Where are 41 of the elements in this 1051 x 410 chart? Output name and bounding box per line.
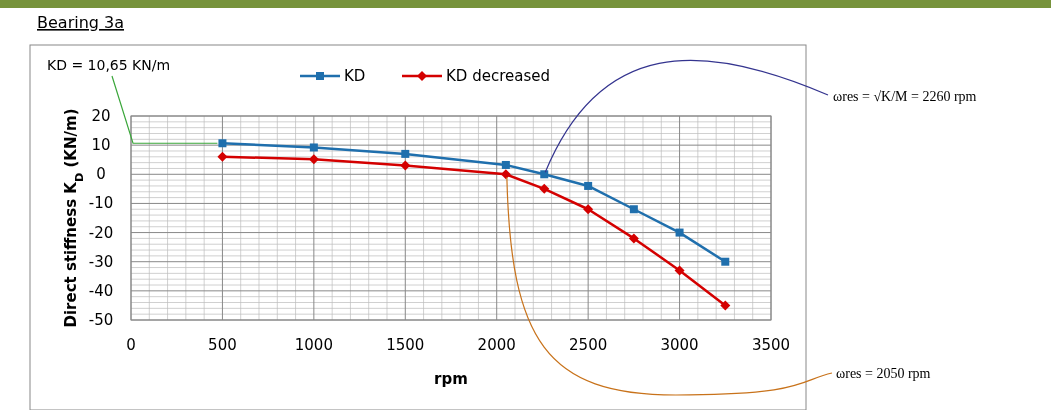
point — [309, 143, 318, 152]
point — [628, 233, 639, 244]
point — [721, 257, 730, 266]
x-tick-label: 3000 — [660, 336, 699, 354]
x-tick-label: 500 — [208, 336, 237, 354]
point — [540, 170, 549, 179]
annotation: ωres = 2050 rpm — [836, 366, 931, 381]
point — [500, 169, 511, 180]
legend-label: KD decreased — [446, 67, 550, 85]
y-tick-label: -10 — [88, 194, 114, 213]
x-axis-title: rpm — [434, 370, 468, 388]
point — [584, 181, 593, 190]
y-tick-label: -40 — [88, 281, 114, 300]
point — [720, 300, 731, 311]
x-tick-label: 2500 — [569, 336, 608, 354]
y-tick-label: 20 — [91, 107, 111, 125]
point — [501, 160, 510, 169]
point — [629, 205, 638, 214]
x-tick-label: 2000 — [477, 336, 516, 354]
point — [539, 183, 550, 194]
annotation: KD = 10,65 KN/m — [47, 57, 171, 73]
point — [217, 151, 228, 162]
annotation: ωres = √K/M = 2260 rpm — [833, 89, 977, 104]
point — [308, 154, 319, 165]
point — [583, 204, 594, 215]
y-tick-label: -50 — [88, 311, 114, 329]
point — [218, 139, 227, 148]
point — [401, 149, 410, 158]
legend-label: KD — [344, 67, 366, 85]
point — [400, 160, 411, 171]
y-tick-label: 0 — [96, 165, 106, 184]
x-tick-label: 1500 — [386, 336, 425, 354]
x-tick-label: 1000 — [294, 336, 333, 354]
point — [674, 265, 685, 276]
point — [675, 228, 684, 237]
x-tick-label: 3500 — [751, 336, 791, 354]
y-tick-label: -30 — [88, 252, 114, 271]
chart-title: Bearing 3a — [37, 13, 125, 32]
x-tick-label: 0 — [126, 336, 136, 354]
y-tick-label: 10 — [91, 136, 111, 155]
y-tick-label: -20 — [88, 223, 114, 242]
